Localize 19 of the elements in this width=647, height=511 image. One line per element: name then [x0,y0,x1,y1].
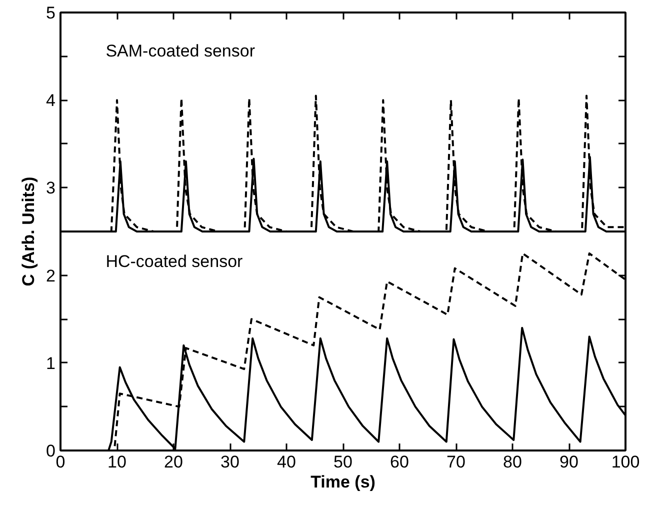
y-tick-label: 4 [46,91,56,110]
x-tick-label: 20 [164,452,183,472]
y-tick-label: 1 [46,354,56,373]
y-axis-title: C (Arb. Units) [19,176,38,286]
annotation: SAM-coated sensor [106,42,256,61]
annotation: HC-coated sensor [106,252,244,271]
y-tick-label: 2 [46,266,56,286]
x-tick-label: 70 [446,452,466,472]
x-tick-label: 100 [611,452,640,472]
x-tick-label: 10 [108,452,126,472]
x-axis-title: Time (s) [310,472,376,492]
x-tick-label: 60 [390,452,409,472]
x-tick-label: 80 [503,452,522,472]
y-tick-label: 3 [46,178,56,198]
x-tick-label: 40 [277,452,296,472]
y-tick-label: 5 [46,4,56,22]
x-tick-label: 50 [334,452,352,472]
x-tick-label: 30 [220,452,240,472]
x-tick-label: 90 [560,452,578,472]
